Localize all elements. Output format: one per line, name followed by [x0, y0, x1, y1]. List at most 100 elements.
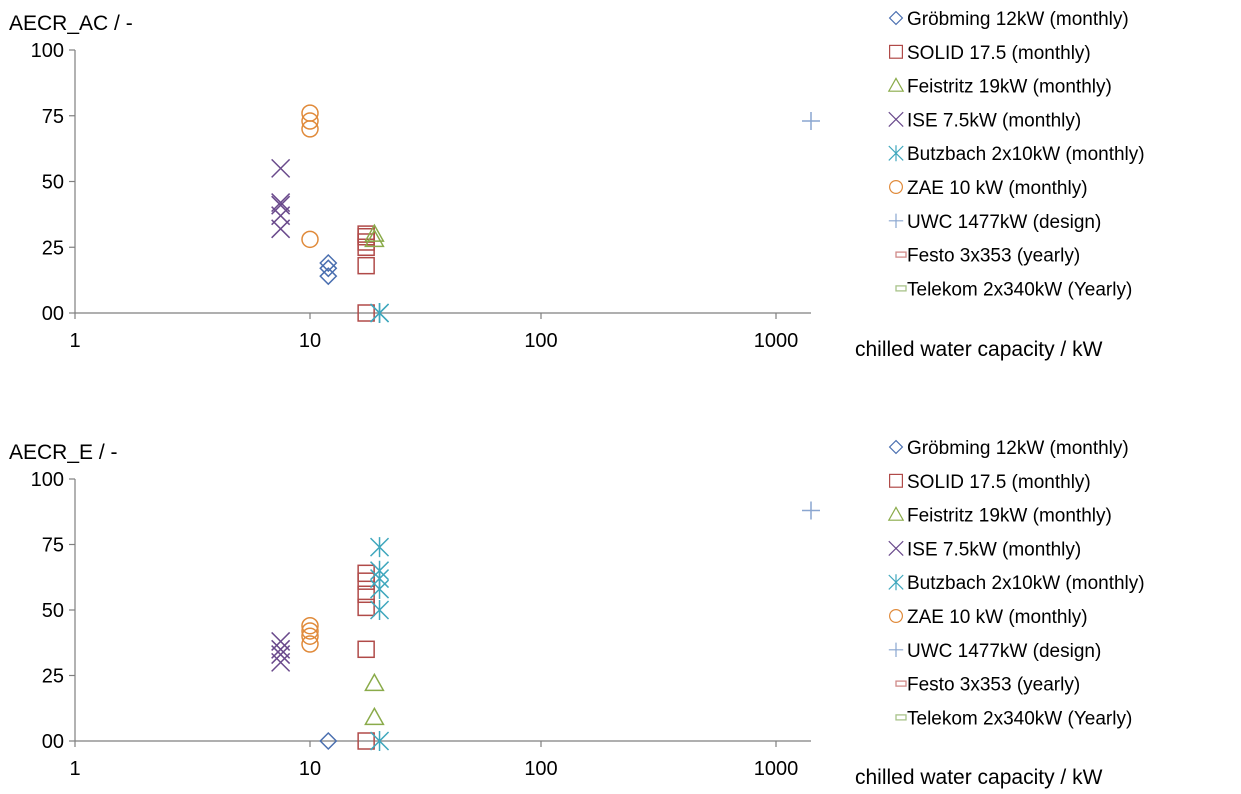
legend-label: UWC 1477kW (design) — [907, 641, 1101, 662]
data-point — [271, 219, 291, 239]
data-point — [357, 732, 375, 750]
legend-label: Telekom 2x340kW (Yearly) — [907, 708, 1132, 729]
series-3 — [364, 223, 385, 248]
legend-label: ZAE 10 kW (monthly) — [907, 178, 1088, 199]
series-5 — [370, 537, 390, 751]
data-point — [301, 627, 319, 645]
legend-marker — [888, 10, 904, 26]
data-point — [357, 225, 375, 243]
data-point — [357, 304, 375, 322]
legend-label: Feistritz 19kW (monthly) — [907, 506, 1112, 527]
data-point — [370, 731, 390, 751]
series-7 — [802, 112, 820, 131]
legend-label: Gröbming 12kW (monthly) — [907, 9, 1129, 30]
data-point — [271, 195, 291, 215]
legend-marker — [888, 439, 904, 455]
legend-label: Festo 3x353 (yearly) — [907, 675, 1080, 696]
data-point — [319, 253, 338, 273]
legend-marker — [888, 574, 904, 591]
x-axis-label: chilled water capacity / kW — [855, 338, 1103, 361]
legend-marker — [888, 145, 904, 162]
legend-label: Feistritz 19kW (monthly) — [907, 77, 1112, 98]
data-point — [271, 652, 291, 672]
legend-marker — [895, 285, 907, 292]
x-tick-label: 1000 — [754, 758, 799, 780]
data-point — [370, 600, 390, 620]
x-axis-label: chilled water capacity / kW — [855, 766, 1103, 789]
legend-label: ISE 7.5kW (monthly) — [907, 539, 1081, 560]
legend-marker — [889, 473, 904, 488]
y-tick-label: 75 — [42, 106, 64, 128]
legend-label: SOLID 17.5 (monthly) — [907, 43, 1091, 64]
data-point — [301, 112, 319, 130]
data-point — [357, 256, 375, 275]
data-point — [357, 598, 375, 617]
data-point — [271, 639, 291, 659]
data-point — [364, 672, 385, 692]
data-point — [802, 501, 820, 520]
data-point — [364, 706, 385, 726]
series-3 — [364, 672, 385, 726]
legend-label: ZAE 10 kW (monthly) — [907, 607, 1088, 628]
series-6 — [301, 616, 319, 653]
data-point — [364, 223, 385, 242]
series-5 — [370, 303, 390, 323]
x-tick-label: 1000 — [754, 330, 799, 352]
x-tick-label: 10 — [299, 330, 321, 352]
legend-marker — [895, 251, 907, 258]
x-tick-label: 1 — [69, 330, 80, 352]
series-1 — [319, 731, 338, 751]
y-tick-label: 00 — [42, 303, 64, 325]
legend-label: Butzbach 2x10kW (monthly) — [907, 573, 1145, 594]
series-1 — [319, 253, 338, 286]
data-point — [802, 112, 820, 131]
legend-label: ISE 7.5kW (monthly) — [907, 110, 1081, 131]
x-tick-label: 100 — [524, 330, 557, 352]
legend-marker — [889, 179, 904, 194]
data-point — [319, 731, 338, 751]
data-point — [271, 645, 291, 665]
legend-marker — [895, 680, 907, 687]
legend-label: UWC 1477kW (design) — [907, 212, 1101, 233]
series-6 — [301, 104, 319, 249]
legend-label: Festo 3x353 (yearly) — [907, 246, 1080, 267]
series-4 — [271, 158, 291, 239]
data-point — [319, 267, 338, 286]
data-point — [301, 230, 319, 249]
data-point — [370, 303, 390, 323]
x-tick-label: 10 — [299, 758, 321, 780]
legend-marker — [888, 111, 904, 128]
legend-marker — [888, 642, 904, 657]
y-tick-label: 25 — [42, 237, 64, 259]
data-point — [301, 635, 319, 653]
data-point — [271, 631, 291, 651]
y-axis-label: AECR_AC / - — [9, 12, 133, 35]
series-2 — [357, 564, 375, 750]
y-tick-label: 100 — [31, 40, 64, 62]
chart-1: AECR_AC / - 100 75 50 25 001 10 100 1000 chilled … — [9, 9, 1145, 361]
series-4 — [271, 631, 291, 672]
legend-marker — [889, 44, 904, 59]
legend-marker — [887, 506, 905, 521]
legend: Gröbming 12kW (monthly) SOLID 17.5 (month… — [887, 9, 1145, 300]
data-point — [271, 158, 291, 178]
x-tick-label: 1 — [69, 758, 80, 780]
legend-marker — [887, 77, 905, 92]
legend-label: Butzbach 2x10kW (monthly) — [907, 144, 1145, 165]
data-point — [301, 622, 319, 640]
y-tick-label: 50 — [42, 600, 64, 622]
y-tick-label: 100 — [31, 469, 64, 491]
data-point — [271, 206, 291, 226]
legend-marker — [889, 608, 904, 623]
data-point — [370, 537, 390, 558]
y-axis-label: AECR_E / - — [9, 441, 118, 464]
legend-marker — [895, 714, 907, 721]
y-tick-label: 50 — [42, 172, 64, 194]
data-point — [271, 193, 291, 213]
data-point — [357, 640, 375, 659]
data-point — [301, 616, 319, 635]
legend-marker — [888, 213, 904, 229]
legend-label: SOLID 17.5 (monthly) — [907, 472, 1091, 493]
legend-label: Gröbming 12kW (monthly) — [907, 438, 1129, 459]
legend-label: Telekom 2x340kW (Yearly) — [907, 279, 1132, 300]
